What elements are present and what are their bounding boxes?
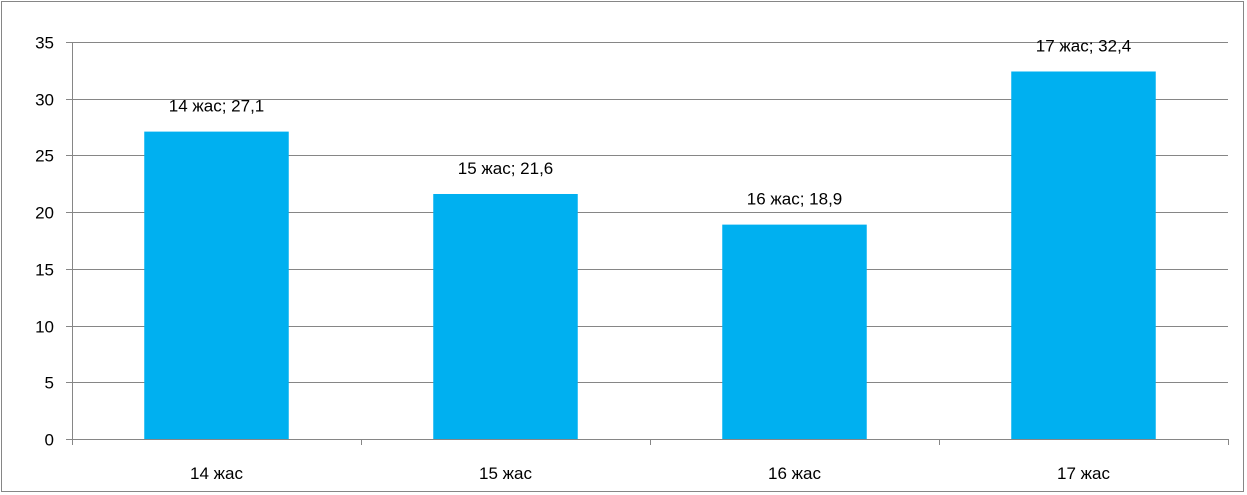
y-tick-label: 25 xyxy=(35,147,54,166)
bars xyxy=(144,71,1156,440)
data-label-3: 16 жас; 18,9 xyxy=(747,190,843,209)
bar-4 xyxy=(1011,71,1156,440)
bar-1 xyxy=(144,131,289,439)
data-label-4: 17 жас; 32,4 xyxy=(1036,36,1132,55)
axes xyxy=(66,42,1229,445)
y-tick-label: 35 xyxy=(35,34,54,53)
y-tick-label: 5 xyxy=(45,374,54,393)
data-label-2: 15 жас; 21,6 xyxy=(458,159,554,178)
y-tick-label: 20 xyxy=(35,204,54,223)
x-category-label-4: 17 жас xyxy=(1057,464,1110,483)
bar-3 xyxy=(722,224,867,439)
y-tick-label: 10 xyxy=(35,318,54,337)
y-tick-label: 15 xyxy=(35,261,54,280)
y-tick-label: 0 xyxy=(45,431,54,450)
x-category-label-3: 16 жас xyxy=(768,464,821,483)
bar-2 xyxy=(433,193,578,439)
x-category-label-2: 15 жас xyxy=(479,464,532,483)
data-label-1: 14 жас; 27,1 xyxy=(169,97,265,116)
labels: 0 5 10 15 20 25 30 35 14 жас; 27,1 14 жас 15 жас; … xyxy=(35,34,1131,484)
y-tick-label: 30 xyxy=(35,91,54,110)
x-category-label-1: 14 жас xyxy=(190,464,243,483)
